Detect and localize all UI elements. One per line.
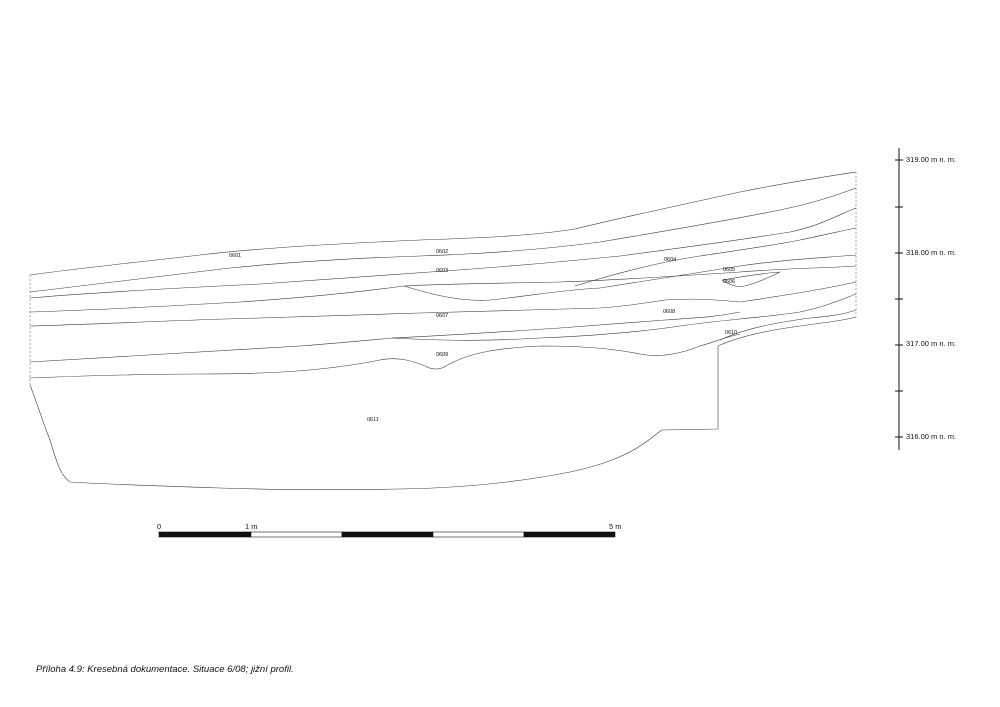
- scale-label-1m: 1 m: [245, 522, 258, 531]
- layer-boundaries: [29, 171, 857, 490]
- scale-segment: [158, 531, 252, 538]
- scale-segment: [523, 531, 616, 538]
- elevation-label-318: 318.00 m n. m.: [906, 248, 956, 257]
- elevation-label-316: 316.00 m n. m.: [906, 432, 956, 441]
- boundary-0601-0602: [29, 187, 857, 293]
- layer-labels: 0601 0602 0603 0604 0605 0606 0607 0608 …: [229, 249, 737, 423]
- layer-label-0610: 0610: [725, 330, 737, 336]
- boundary-0604-lower: [599, 254, 857, 289]
- boundary-0608-0609: [29, 293, 857, 363]
- scale-segment: [341, 531, 434, 538]
- elevation-label-317: 317.00 m n. m.: [906, 339, 956, 348]
- boundary-0610-top: [719, 309, 857, 341]
- boundary-0602-0603: [29, 207, 857, 299]
- boundary-0607-0608: [29, 281, 857, 327]
- scale-bar: 0 1 m 5 m: [157, 522, 622, 538]
- layer-label-0605: 0605: [723, 267, 735, 273]
- elevation-label-319: 319.00 m n. m.: [906, 155, 956, 164]
- boundary-0603-0607: [29, 265, 857, 313]
- layer-label-0606: 0606: [723, 279, 735, 285]
- elevation-scale: 319.00 m n. m. 318.00 m n. m. 317.00 m n…: [895, 148, 956, 450]
- scale-label-0: 0: [157, 522, 161, 531]
- layer-label-0603: 0603: [436, 268, 448, 274]
- figure-caption: Příloha 4.9: Kresebná dokumentace. Situa…: [36, 664, 294, 675]
- scale-segment: [432, 531, 525, 538]
- boundary-0607-lower: [391, 311, 741, 339]
- scale-label-5m: 5 m: [609, 522, 622, 531]
- layer-label-0601: 0601: [229, 253, 241, 259]
- layer-label-0611: 0611: [367, 417, 379, 423]
- boundary-0604: [574, 227, 857, 287]
- boundary-0605-0606: [721, 271, 781, 281]
- pit-outline-0611: [29, 346, 719, 490]
- scale-segment: [250, 531, 343, 538]
- boundary-top: [29, 171, 857, 276]
- layer-label-0608: 0608: [663, 309, 675, 315]
- layer-label-0609: 0609: [436, 352, 448, 358]
- layer-label-0602: 0602: [436, 249, 448, 255]
- layer-label-0604: 0604: [664, 257, 676, 263]
- lens-0603: [403, 285, 601, 301]
- boundary-0610: [717, 316, 857, 347]
- lens-0606: [721, 271, 781, 287]
- boundary-0609-0611: [29, 333, 741, 379]
- layer-label-0607: 0607: [436, 313, 448, 319]
